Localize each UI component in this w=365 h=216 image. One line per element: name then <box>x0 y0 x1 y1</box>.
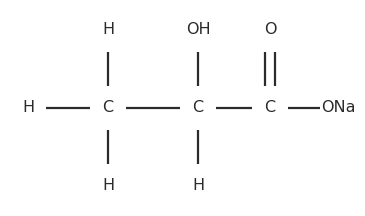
Text: C: C <box>264 100 276 116</box>
Text: H: H <box>102 22 114 38</box>
Text: C: C <box>103 100 114 116</box>
Text: O: O <box>264 22 276 38</box>
Text: OH: OH <box>186 22 210 38</box>
Text: H: H <box>192 178 204 194</box>
Text: C: C <box>192 100 204 116</box>
Text: ONa: ONa <box>321 100 355 116</box>
Text: H: H <box>102 178 114 194</box>
Text: H: H <box>22 100 34 116</box>
